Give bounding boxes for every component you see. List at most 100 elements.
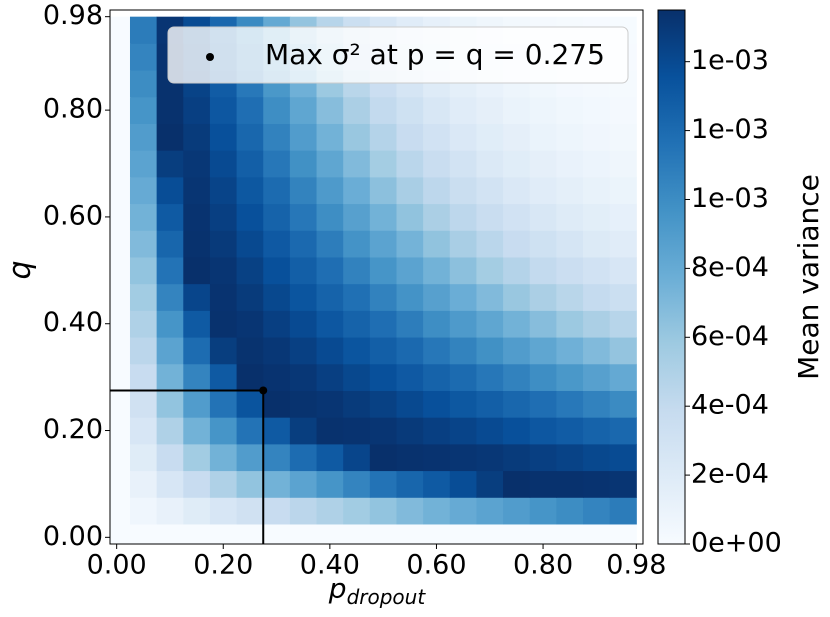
colorbar-label: Mean variance xyxy=(792,174,825,380)
heatmap-cell xyxy=(316,176,344,205)
heatmap-cell xyxy=(289,470,318,498)
heatmap-cell xyxy=(316,283,344,311)
heatmap-cell xyxy=(556,96,584,124)
heatmap-cell xyxy=(236,363,264,391)
heatmap-cell xyxy=(316,203,344,231)
heatmap-cell xyxy=(129,337,158,365)
heatmap-cell xyxy=(583,417,611,445)
plot-frame xyxy=(109,9,644,545)
heatmap-cell xyxy=(263,176,291,205)
heatmap-cell xyxy=(183,337,211,365)
colorbar-tick-label: 1e-03 xyxy=(691,114,769,145)
legend-marker xyxy=(206,53,214,61)
heatmap-cell xyxy=(236,470,264,498)
heatmap-cell xyxy=(209,523,238,544)
heatmap-cell xyxy=(110,150,131,178)
heatmap-cell xyxy=(583,230,611,258)
y-tick-label: 0.98 xyxy=(43,0,103,31)
heatmap-cell xyxy=(263,123,291,151)
heatmap-cell xyxy=(503,176,531,205)
heatmap-cell xyxy=(609,123,637,151)
heatmap-cell xyxy=(209,363,238,391)
heatmap-cell xyxy=(423,150,451,178)
heatmap-cell xyxy=(110,470,131,498)
heatmap-cell xyxy=(129,417,158,445)
heatmap-cell xyxy=(609,497,637,525)
heatmap-cell xyxy=(236,443,264,472)
heatmap-cell xyxy=(423,256,451,285)
heatmap-cell xyxy=(263,390,291,418)
heatmap-cell xyxy=(289,337,318,365)
heatmap-cell xyxy=(529,417,557,445)
heatmap-cell xyxy=(396,283,424,311)
heatmap-cell xyxy=(209,283,238,311)
heatmap-cell xyxy=(476,150,504,178)
heatmap-cell xyxy=(129,123,158,151)
heatmap-cell xyxy=(183,470,211,498)
heatmap-cell xyxy=(369,337,397,365)
heatmap-cell xyxy=(343,123,371,151)
heatmap-cell xyxy=(343,470,371,498)
heatmap-cell xyxy=(609,283,637,311)
heatmap-cell xyxy=(316,417,344,445)
heatmap-cell xyxy=(529,310,557,338)
y-tick-label: 0.40 xyxy=(43,307,103,338)
heatmap-cell xyxy=(289,417,318,445)
heatmap-cell xyxy=(129,16,158,44)
heatmap-cell xyxy=(476,283,504,311)
heatmap-cell xyxy=(396,230,424,258)
heatmap-cell xyxy=(369,150,397,178)
heatmap-cell xyxy=(449,363,477,391)
heatmap-cell xyxy=(110,363,131,391)
heatmap-cell xyxy=(236,123,264,151)
overlay: 0.00 0.20 0.40 0.60 0.80 0.98 0.00 0.20 0.40 0.60… xyxy=(43,0,667,580)
x-tick-label: 0.80 xyxy=(513,550,573,581)
heatmap-cell xyxy=(423,230,451,258)
heatmap-cell xyxy=(396,150,424,178)
heatmap-cell xyxy=(209,203,238,231)
heatmap-cell xyxy=(236,283,264,311)
heatmap-cell xyxy=(396,203,424,231)
heatmap-cell xyxy=(369,230,397,258)
heatmap-cell xyxy=(156,283,184,311)
colorbar-tick-label: 4e-04 xyxy=(691,390,769,421)
x-tick-label: 0.20 xyxy=(193,550,253,581)
heatmap-cell xyxy=(289,176,318,205)
colorbar-tick-label: 0e+00 xyxy=(691,528,782,559)
heatmap xyxy=(110,16,637,544)
heatmap-cell xyxy=(529,443,557,472)
max-point xyxy=(259,386,268,395)
heatmap-cell xyxy=(183,363,211,391)
heatmap-cell xyxy=(183,443,211,472)
heatmap-cell xyxy=(369,123,397,151)
heatmap-cell xyxy=(263,256,291,285)
heatmap-cell xyxy=(316,337,344,365)
heatmap-cell xyxy=(529,337,557,365)
heatmap-cell xyxy=(156,390,184,418)
heatmap-cell xyxy=(529,123,557,151)
heatmap-cell xyxy=(396,256,424,285)
heatmap-cell xyxy=(556,417,584,445)
heatmap-cell xyxy=(503,497,531,525)
heatmap-cell xyxy=(343,497,371,525)
heatmap-cell xyxy=(556,283,584,311)
heatmap-cell xyxy=(343,363,371,391)
heatmap-cell xyxy=(263,230,291,258)
x-axis-label: pdropout xyxy=(328,572,427,609)
heatmap-cell xyxy=(476,256,504,285)
heatmap-cell xyxy=(476,523,504,544)
heatmap-cell xyxy=(129,443,158,472)
heatmap-cell xyxy=(156,310,184,338)
heatmap-cell xyxy=(110,43,131,71)
heatmap-cell xyxy=(110,310,131,338)
y-tick-label: 0.20 xyxy=(43,414,103,445)
heatmap-cell xyxy=(583,96,611,124)
y-axis-label: q xyxy=(3,260,38,279)
heatmap-cell xyxy=(423,310,451,338)
x-tick-label: 0.60 xyxy=(406,550,466,581)
heatmap-cell xyxy=(236,203,264,231)
heatmap-cell xyxy=(556,443,584,472)
heatmap-cell xyxy=(156,203,184,231)
heatmap-cell xyxy=(449,203,477,231)
